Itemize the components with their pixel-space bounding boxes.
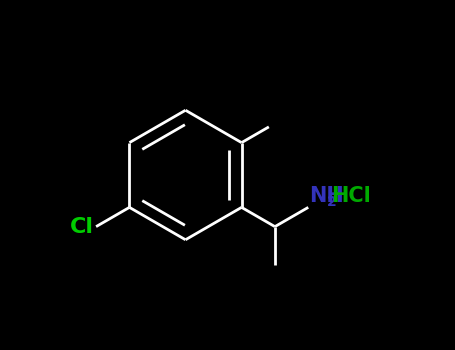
Text: 2: 2	[326, 195, 336, 209]
Text: Cl: Cl	[71, 217, 94, 237]
Text: NH: NH	[309, 186, 344, 206]
Text: HCl: HCl	[331, 186, 371, 206]
